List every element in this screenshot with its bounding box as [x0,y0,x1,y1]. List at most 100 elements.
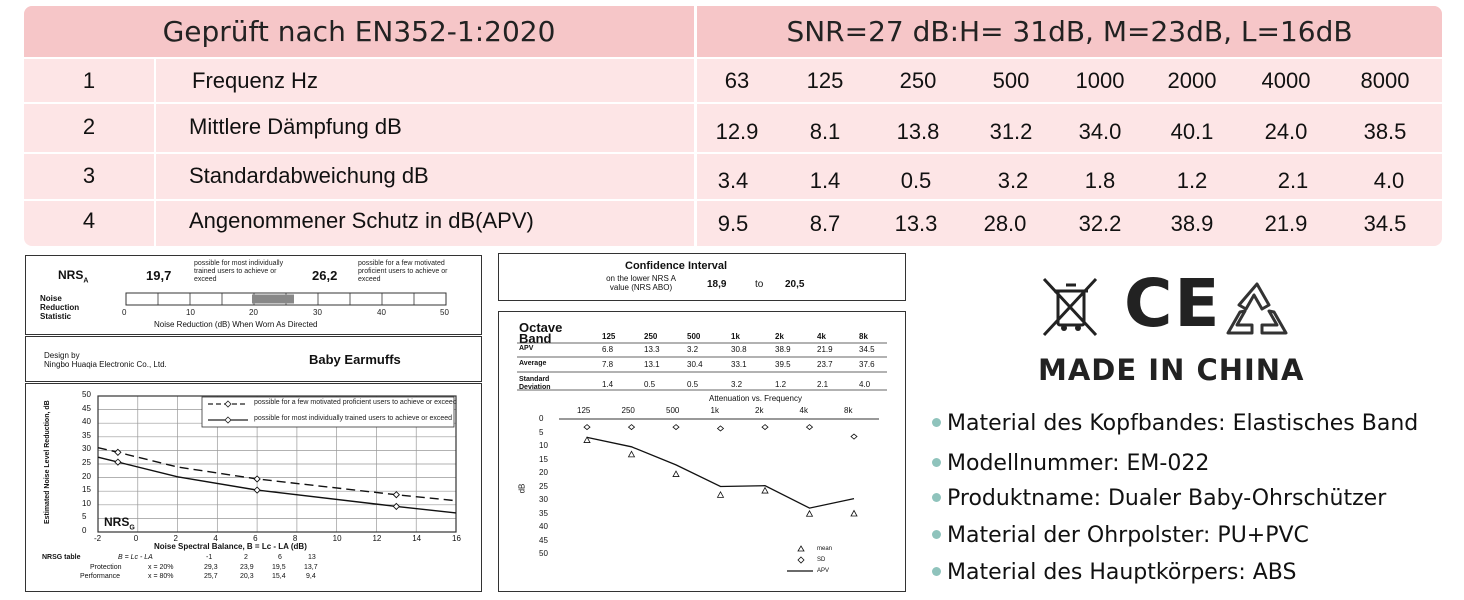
y-tick-label: 45 [539,535,548,545]
nrsg-cell: 25,7 [204,573,218,580]
octave-cell: 4.0 [859,380,871,389]
octave-cell: 33.1 [731,360,747,369]
y-tick-label: 5 [82,512,87,522]
table-cell: 3.4 [717,168,749,193]
octave-cell: 3.2 [687,345,699,354]
confidence-panel: Confidence Interval on the lower NRS A v… [498,253,906,301]
nrsg-xlabel: Noise Spectral Balance, B = Lc - LA (dB) [154,542,307,551]
nrsg-row-x: x = 80% [148,573,174,580]
statistic-label: Noise Reduction Statistic [40,294,80,321]
y-tick-label: 50 [539,549,548,558]
nrsg-cell: 9,4 [306,573,316,580]
bullet-icon [932,457,941,467]
design-by-label: Design by [44,351,80,360]
mean-marker [583,436,591,443]
spec-item: Material der Ohrpolster: PU+PVC [932,523,1309,548]
table-cell: 125 [806,68,844,93]
attenuation-table: Geprüft nach EN352-1:2020 SNR=27 dB:H= 3… [24,6,1442,246]
table-cell: 32.2 [1078,211,1122,236]
y-tick-label: 45 [82,403,91,413]
row-label: Standardabweichung dB [189,163,429,188]
y-tick-label: 50 [82,390,91,399]
nrsg-cell: 20,3 [240,573,254,580]
sd-marker [716,425,725,432]
row-number: 1 [82,68,96,93]
octave-cell: 7.8 [602,360,614,369]
nrsg-cell: 19,5 [272,564,286,571]
scale-tick: 0 [122,308,127,317]
table-cell: 8.7 [809,211,841,236]
nrsg-cell: 13,7 [304,564,318,571]
y-tick-label: 25 [82,458,91,467]
scale-tick: 30 [313,308,322,317]
octave-cell: 30.4 [687,360,703,369]
bullet-icon [932,566,941,576]
scale-caption: Noise Reduction (dB) When Worn As Direct… [154,320,318,329]
table-cell: 8.1 [809,119,841,144]
x-tick-label: 1k [710,406,719,415]
nrsg-series-solid [97,456,457,514]
mean-marker [627,450,636,458]
data-point [392,491,400,499]
y-tick-label: 0 [82,526,87,535]
table-cell: 34.0 [1078,119,1122,144]
table-cell: 1.8 [1084,168,1116,193]
nrsg-row-label: Performance [80,573,121,580]
octave-title: Octave Band [519,320,563,346]
row-label: Mittlere Dämpfung dB [189,114,402,139]
x-tick-label: 4k [799,406,808,415]
octave-row-label: APV [519,345,534,352]
octave-cell: 1.2 [775,380,787,389]
spec-item: Material des Hauptkörpers: ABS [932,560,1296,585]
y-tick-label: 40 [82,417,91,427]
table-cell: 0.5 [900,168,932,193]
x-tick-label: 250 [621,406,635,415]
octave-chart-title: Attenuation vs. Frequency [709,394,802,403]
nrs-panel: NRSA 19,7 possible for most individually… [25,255,482,335]
table-cell: 9.5 [717,211,749,236]
octave-cell: 34.5 [859,345,875,354]
band-header: 1k [731,332,740,341]
bullet-icon [932,529,941,539]
x-tick-label: 2 [173,534,178,543]
y-tick-label: 10 [539,441,548,450]
mean-marker [805,509,814,517]
x-tick-label: 14 [412,534,422,543]
nrs-value-low: 19,7 [146,268,172,283]
nrsg-chart [97,395,457,533]
table-cell: 12.9 [715,119,759,144]
table-cell: 3.2 [997,168,1029,193]
nrsg-panel: Estimated Noise Level Reduction, dB 50 45… [25,383,482,592]
table-cell: 8000 [1360,68,1410,93]
octave-cell: 30.8 [731,345,747,354]
octave-cell: 37.6 [859,360,875,369]
nrs-desc-low: possible for most individually trained u… [194,260,284,283]
spec-item: Material des Kopfbandes: Elastisches Ban… [932,411,1418,436]
spec-item: Produktname: Dualer Baby-Ohrschützer [932,486,1386,511]
y-tick-label: 35 [539,508,548,518]
mean-marker [761,486,769,494]
legend-mean: mean [817,546,833,552]
table-cell: 1.2 [1176,168,1208,193]
design-box: Design by Ningbo Huaqia Electronic Co., … [25,336,482,382]
octave-row-label: Standard Deviation [519,376,551,391]
y-tick-label: 30 [539,495,548,504]
recycle-icon [1226,282,1288,335]
octave-cell: 6.8 [602,345,614,354]
x-tick-label: 8 [292,534,298,543]
table-cell: 24.0 [1264,119,1308,144]
table-cell: 4.0 [1373,168,1405,193]
legend-dashed-marker [224,400,232,408]
band-header: 250 [644,332,658,341]
x-tick-label: 16 [452,534,461,543]
sd-marker [672,424,680,431]
scale-tick: 50 [440,308,449,317]
product-name: Baby Earmuffs [309,352,401,367]
band-header: 500 [687,332,701,341]
octave-cell: 23.7 [817,360,833,369]
table-cell: 1.4 [809,168,841,193]
y-tick-label: 15 [539,454,548,464]
nrsg-table-title: NRSG table [42,554,81,561]
sd-marker [627,424,636,431]
mean-marker [716,491,725,498]
